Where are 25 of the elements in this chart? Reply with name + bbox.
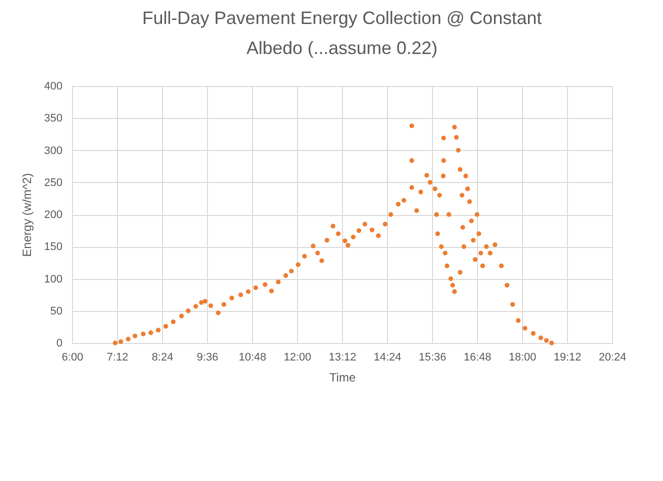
y-tick-label: 300 [44, 144, 62, 157]
y-tick-label: 350 [44, 112, 62, 125]
y-tick-label: 100 [44, 273, 62, 286]
y-tick-label: 0 [56, 338, 62, 350]
x-axis-title: Time [329, 370, 356, 384]
x-tick-label: 18:00 [508, 352, 536, 364]
y-tick-label: 150 [44, 241, 62, 254]
x-tick-label: 13:12 [328, 352, 356, 364]
x-tick-label: 8:24 [152, 352, 174, 364]
y-tick-label: 250 [44, 176, 62, 189]
x-tick-label: 19:12 [554, 352, 582, 364]
x-tick-label: 9:36 [196, 352, 218, 364]
y-tick-label: 200 [44, 209, 62, 221]
x-tick-label: 14:24 [374, 352, 402, 364]
x-tick-label: 6:00 [62, 352, 84, 364]
x-tick-label: 7:12 [106, 352, 128, 364]
x-tick-label: 20:24 [598, 352, 626, 364]
x-tick-label: 10:48 [238, 352, 266, 364]
x-tick-label: 12:00 [284, 352, 312, 364]
y-tick-label: 50 [50, 305, 62, 318]
y-tick-label: 400 [44, 80, 62, 92]
chart-title: Full-Day Pavement Energy Collection @ Constant Albedo (...assume 0.22) [142, 8, 542, 58]
x-tick-label: 15:36 [418, 352, 446, 364]
x-tick-label: 16:48 [464, 352, 492, 364]
y-axis-title: Energy (w/m^2) [20, 173, 34, 257]
